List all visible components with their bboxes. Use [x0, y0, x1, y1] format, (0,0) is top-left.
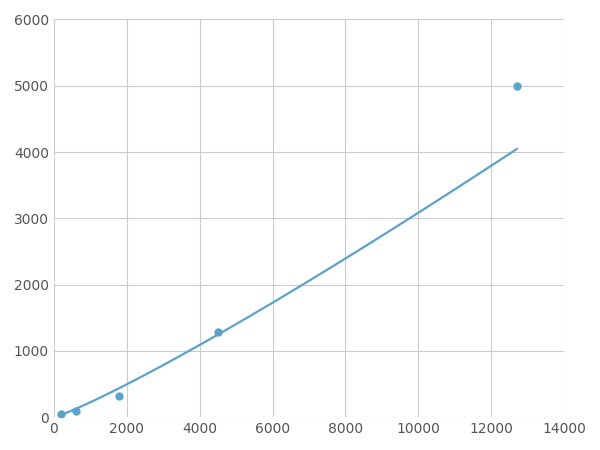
Point — [213, 329, 223, 336]
Point — [56, 410, 66, 418]
Point — [115, 392, 124, 400]
Point — [512, 82, 521, 89]
Point — [71, 407, 80, 414]
